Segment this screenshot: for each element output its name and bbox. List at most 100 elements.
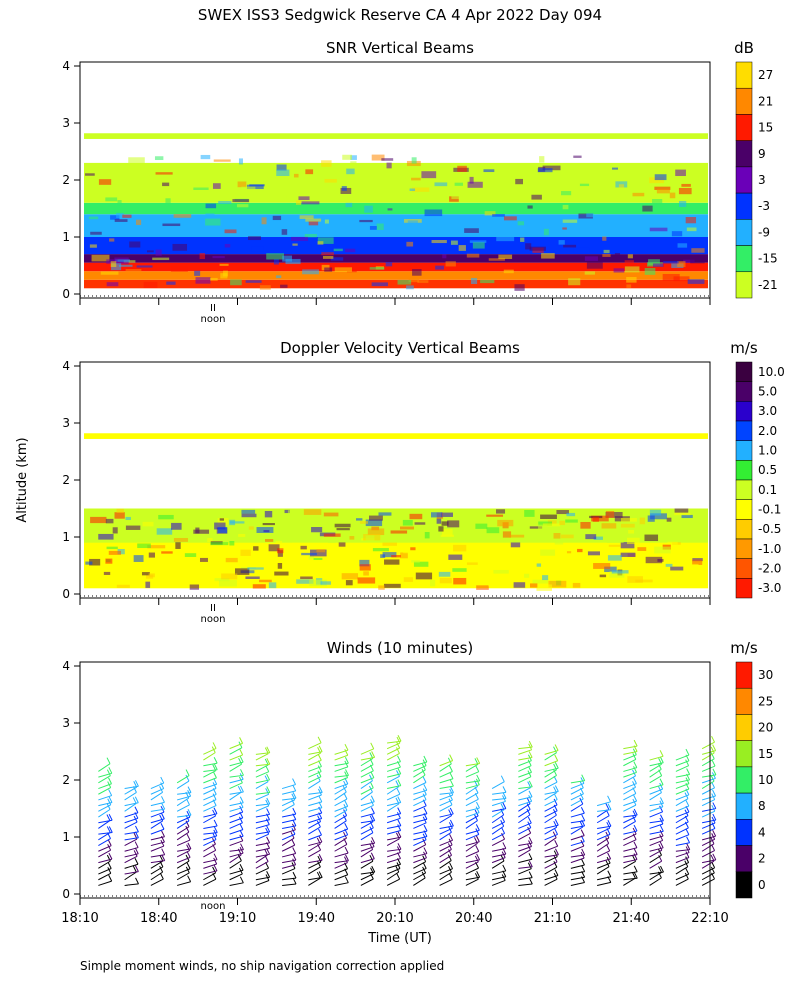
wind-barb [150,818,165,824]
heatmap-cell [280,284,288,288]
wind-barb [150,828,165,835]
heatmap-cell [645,556,663,564]
colorbar-swatch [735,558,753,579]
wind-barb [255,867,269,875]
heatmap-cell [553,533,561,539]
wind-barb [544,750,559,755]
wind-barb [282,883,297,886]
wind-barb-flag [266,773,271,781]
heatmap-cell [285,258,301,265]
heatmap-cell [125,525,141,530]
heatmap-cell [171,522,182,530]
heatmap-cell [408,278,419,283]
heatmap-cell [466,253,480,258]
wind-barb [360,804,374,812]
wind-barb [491,825,504,835]
wind-barb [439,815,452,824]
wind-barb-flag [502,786,507,793]
heatmap-cell [300,576,313,580]
heatmap-cell [399,526,414,530]
wind-barb [124,863,139,869]
wind-barb-flag [396,787,401,795]
wind-barb-flag [318,745,323,752]
heatmap-cell [371,564,382,571]
wind-barb-flag [318,795,323,803]
wind-barb-flag [711,822,716,829]
wind-barb-flag [659,778,664,785]
heatmap-cell [673,276,690,282]
wind-barb-flag [659,834,664,841]
wind-barb-flag [580,777,585,784]
wind-barb-flag [605,803,610,810]
heatmap-cell [662,273,680,281]
y-tick-label: 0 [62,587,70,601]
wind-barb [413,765,427,772]
wind-barb-flag [554,754,559,761]
wind-barb-flag [554,839,559,847]
heatmap-cell [112,527,118,534]
wind-barb [98,819,113,824]
heatmap-cell [125,516,131,521]
wind-barb-flag [502,792,507,799]
wind-barb [544,854,559,858]
colorbar-label: 21 [758,94,773,108]
heatmap-cell [85,561,93,565]
wind-barb-flag [421,871,426,879]
wind-barb-flag [397,807,402,814]
wind-barb [124,785,139,790]
wind-barb-flag [422,862,427,869]
wind-barb-flag [397,735,402,742]
wind-barb [98,820,111,829]
wind-barb-flag [212,793,217,800]
wind-barb-flag [554,819,559,826]
wind-barb [360,777,375,784]
wind-barb [360,756,375,761]
wind-barb-flag [239,823,244,830]
heatmap-cell [368,515,383,521]
wind-barb [518,858,533,864]
heatmap-cell [284,509,290,514]
wind-barb-flag [371,865,376,873]
heatmap-cell [298,196,310,201]
colorbar-label: 9 [758,147,766,161]
heatmap-cell [376,223,384,231]
wind-barb [229,840,243,847]
heatmap-cell [214,211,224,214]
wind-barb [386,761,401,767]
x-tick-label: 20:10 [376,911,413,926]
heatmap-cell [452,568,467,572]
wind-barb [98,775,111,784]
heatmap-cell [670,566,684,571]
heatmap-cell [165,198,171,204]
wind-barb [255,861,269,869]
wind-barb-flag [476,801,480,809]
wind-barb-flag [397,831,402,838]
wind-barb [203,787,217,795]
heatmap-cell [521,266,539,269]
wind-barb-flag [292,778,296,785]
heatmap-cell [359,219,373,223]
wind-barb [229,742,243,750]
wind-barb [255,819,270,824]
heatmap-cell [248,526,254,530]
wind-barb [176,804,190,812]
wind-barb-flag [264,758,269,766]
colorbar-swatch [735,845,753,873]
wind-barb [360,849,373,858]
wind-barb [675,760,690,767]
wind-barb [281,784,296,790]
heatmap-cell [143,281,158,289]
wind-barb [701,872,715,881]
wind-barb-flag [685,828,690,835]
wind-barb [176,795,191,801]
heatmap-cell [98,179,112,185]
wind-barb [649,775,662,784]
wind-barb [176,872,190,881]
wind-barb [623,758,637,767]
wind-barb-flag [160,782,165,789]
wind-barb [360,791,373,801]
wind-barb [675,842,690,847]
heatmap-cell [538,524,548,531]
wind-barb-flag [450,786,454,793]
wind-barb [623,877,636,886]
